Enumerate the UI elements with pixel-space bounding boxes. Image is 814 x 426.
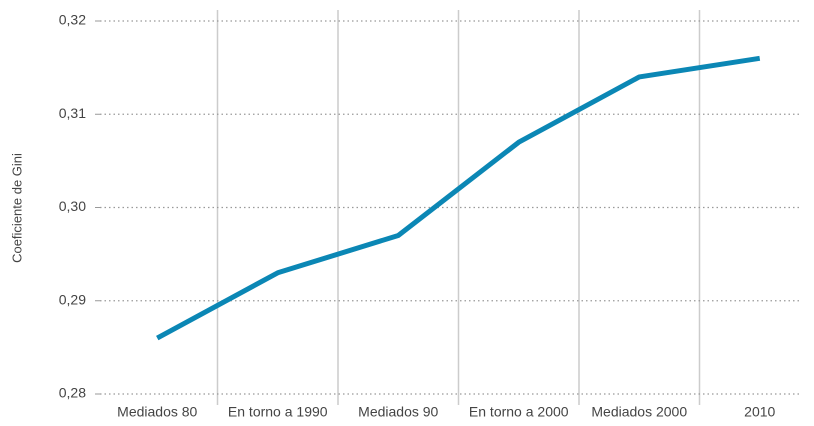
x-tick-label: En torno a 2000 bbox=[469, 404, 569, 420]
y-tick-label: 0,30 bbox=[59, 198, 86, 214]
y-tick-label: 0,28 bbox=[59, 385, 86, 401]
y-axis-label: Coeficiente de Gini bbox=[9, 153, 24, 263]
line bbox=[156, 55, 761, 341]
y-tick-label: 0,32 bbox=[59, 12, 86, 28]
x-tick-label: Mediados 2000 bbox=[591, 404, 687, 420]
y-tick-label: 0,31 bbox=[59, 105, 86, 121]
x-tick-label: 2010 bbox=[744, 404, 775, 420]
x-tick-label: Mediados 90 bbox=[358, 404, 438, 420]
x-tick-label: En torno a 1990 bbox=[228, 404, 328, 420]
y-tick-label: 0,29 bbox=[59, 291, 86, 307]
x-tick-label: Mediados 80 bbox=[117, 404, 197, 420]
